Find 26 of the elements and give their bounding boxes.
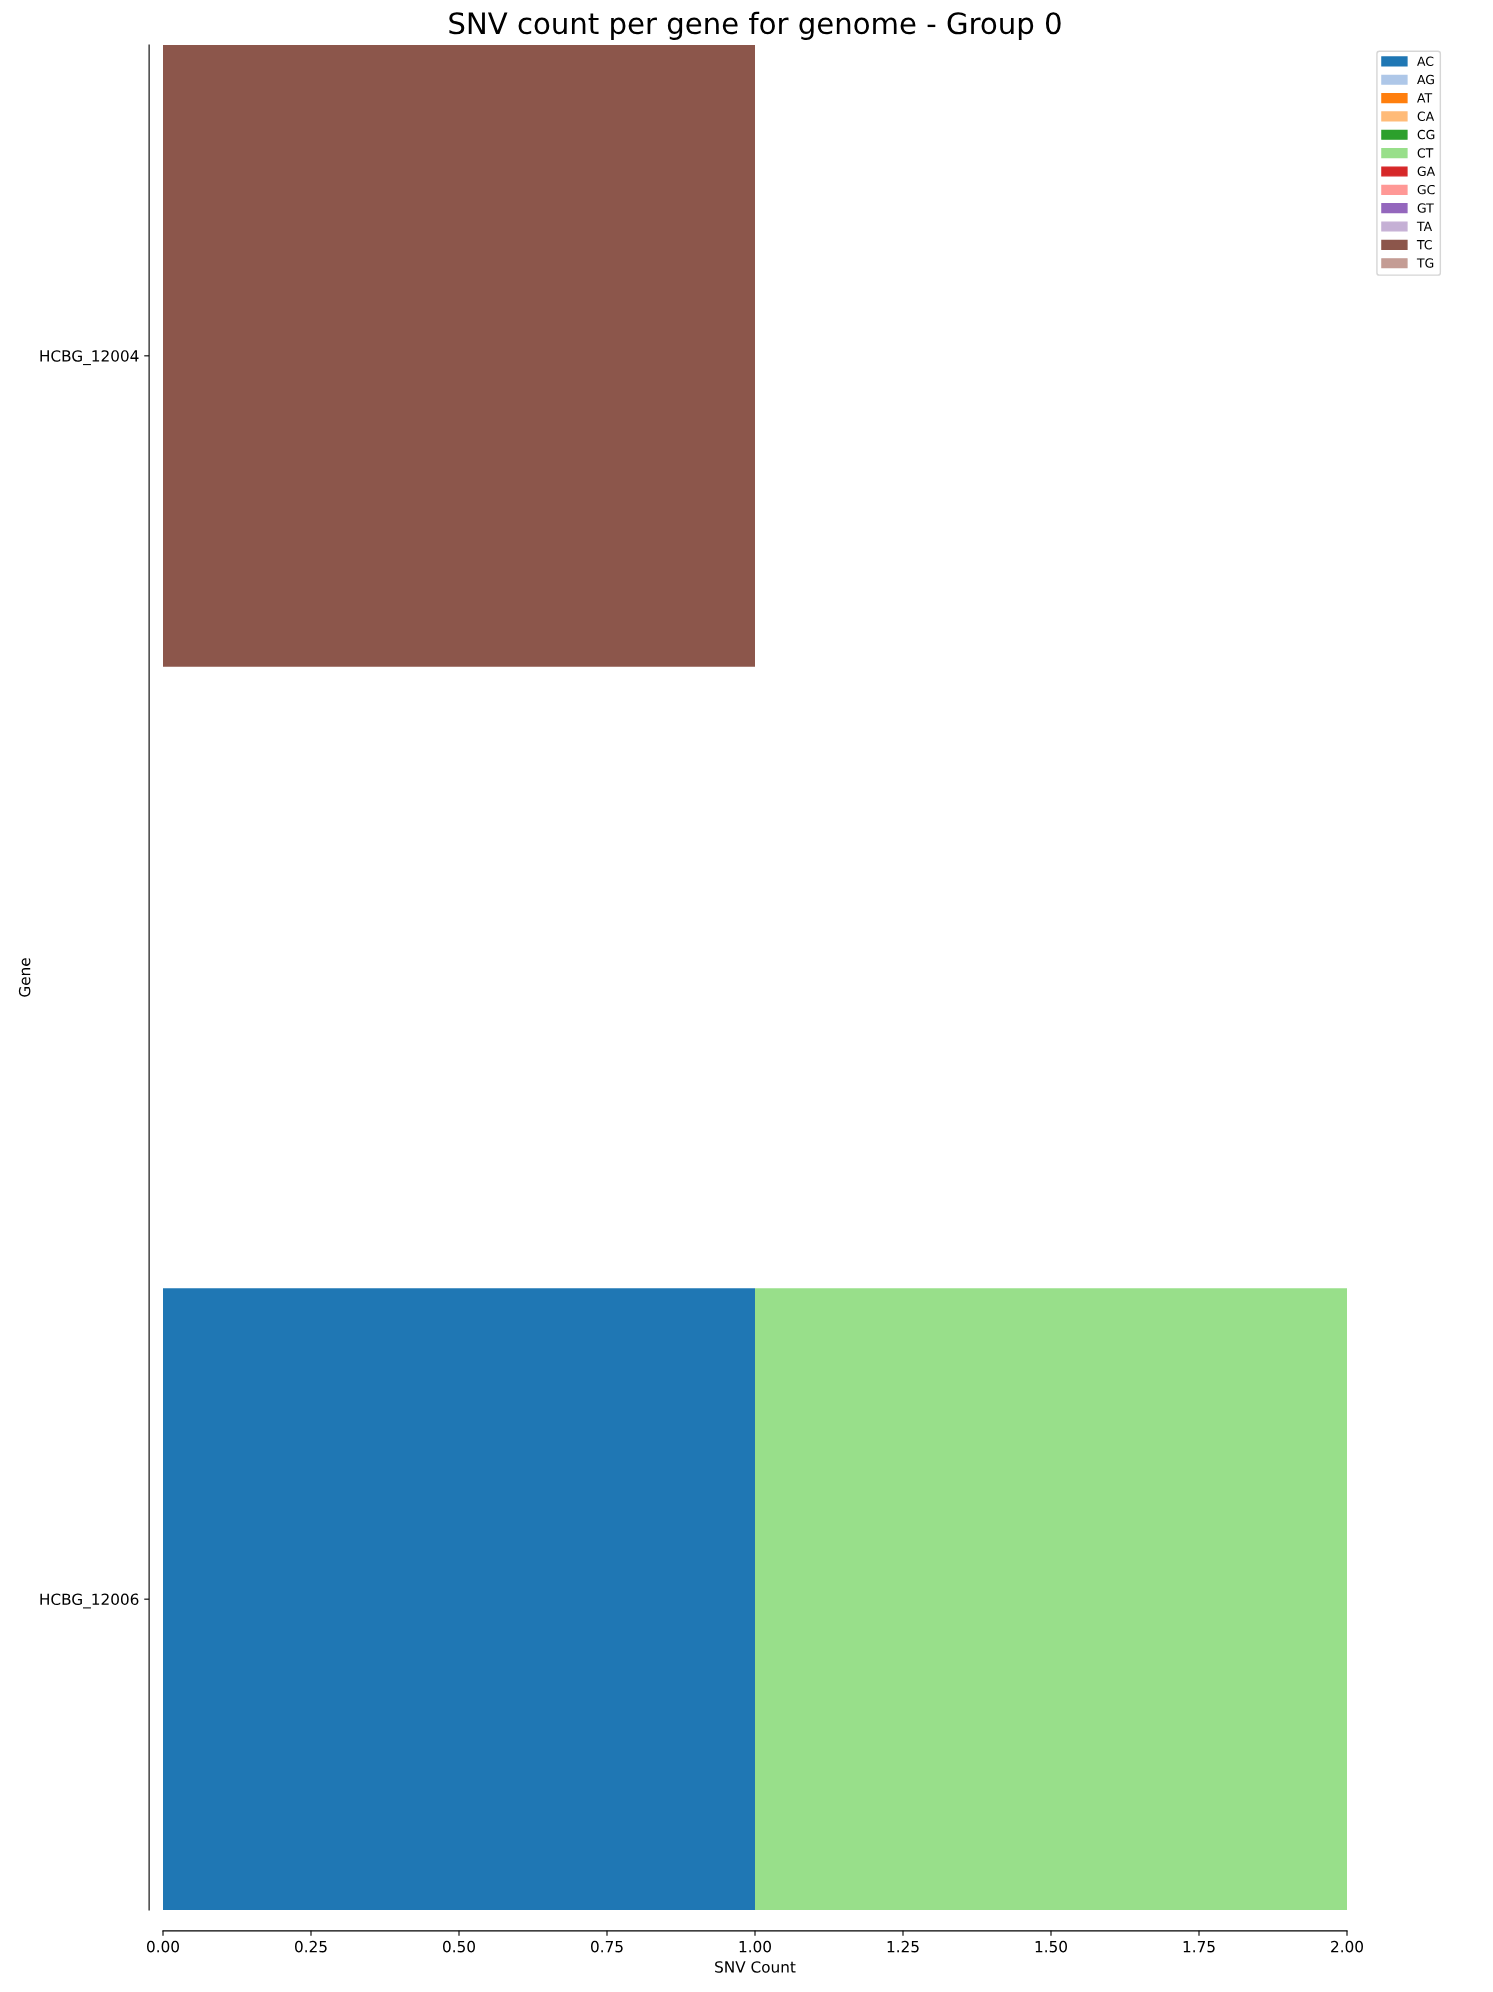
legend-label: GT xyxy=(1417,203,1434,213)
x-tick-label: 0.00 xyxy=(147,1940,179,1953)
x-tick-label: 2.00 xyxy=(1331,1940,1363,1953)
x-tick-label: 0.50 xyxy=(443,1940,475,1953)
x-tick-label: 0.25 xyxy=(295,1940,327,1953)
legend-label: TA xyxy=(1416,221,1433,231)
legend-label: CA xyxy=(1417,111,1435,121)
legend-label: TG xyxy=(1416,258,1434,268)
x-axis-title: SNV Count xyxy=(715,1961,796,1973)
x-tick-label: 1.25 xyxy=(887,1940,919,1953)
legend-label: CG xyxy=(1417,129,1435,140)
legend-label: TC xyxy=(1416,239,1432,250)
y-axis-title: Gene xyxy=(18,958,31,997)
x-tick-label: 1.00 xyxy=(739,1940,771,1953)
x-tick-label: 1.50 xyxy=(1035,1940,1067,1953)
legend-label: GC xyxy=(1417,184,1435,195)
x-tick-label: 0.75 xyxy=(591,1940,623,1953)
legend-label: CT xyxy=(1417,148,1434,158)
y-tick-label: HCBG_12004 xyxy=(40,350,139,366)
legend-label: GA xyxy=(1417,166,1436,177)
legend-label: AT xyxy=(1417,93,1433,103)
x-tick-label: 1.75 xyxy=(1183,1941,1215,1953)
y-tick-label: HCBG_12006 xyxy=(40,1593,139,1609)
text: SNV count per gene for genome - Group 0 xyxy=(449,11,1061,40)
legend-label: AG xyxy=(1417,74,1434,85)
legend-label: AC xyxy=(1417,56,1434,66)
